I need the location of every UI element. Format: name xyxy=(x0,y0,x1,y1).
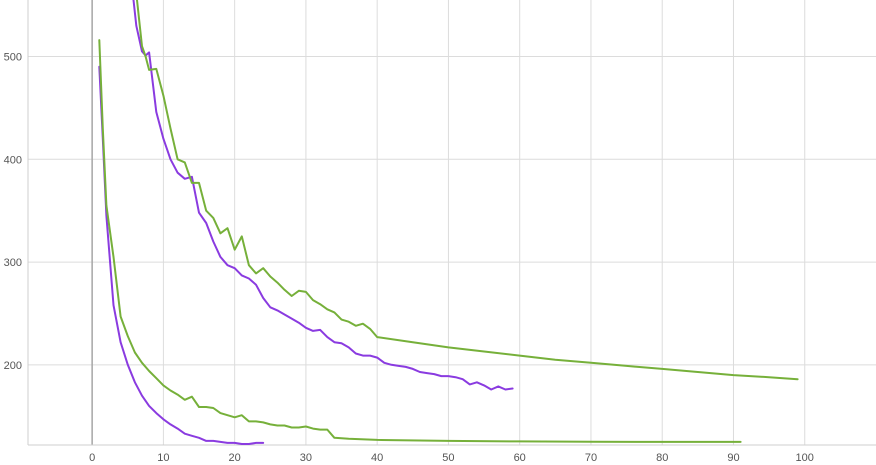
x-tick-label-100: 100 xyxy=(796,452,814,464)
series-line-3 xyxy=(98,65,265,445)
tick-labels: 200 300 400 500 0 10 20 30 40 50 60 70 80 90 100 xyxy=(4,52,814,464)
x-tick-label-10: 10 xyxy=(157,452,169,464)
axes xyxy=(27,0,876,446)
x-tick-label-80: 80 xyxy=(656,452,668,464)
x-tick-label-20: 20 xyxy=(229,452,241,464)
y-tick-label-200: 200 xyxy=(4,360,22,372)
x-tick-label-70: 70 xyxy=(585,452,597,464)
y-tick-label-400: 400 xyxy=(4,154,22,166)
x-tick-label-30: 30 xyxy=(300,452,312,464)
series-line-1 xyxy=(132,0,514,391)
series-line-2 xyxy=(136,0,799,381)
x-tick-label-50: 50 xyxy=(442,452,454,464)
x-tick-label-60: 60 xyxy=(514,452,526,464)
series-group xyxy=(98,0,799,445)
series-line-4 xyxy=(98,39,742,443)
y-tick-label-300: 300 xyxy=(4,257,22,269)
grid xyxy=(28,0,876,445)
x-tick-label-40: 40 xyxy=(371,452,383,464)
x-tick-label-90: 90 xyxy=(727,452,739,464)
y-tick-label-500: 500 xyxy=(4,52,22,64)
x-tick-label-0: 0 xyxy=(89,452,95,464)
